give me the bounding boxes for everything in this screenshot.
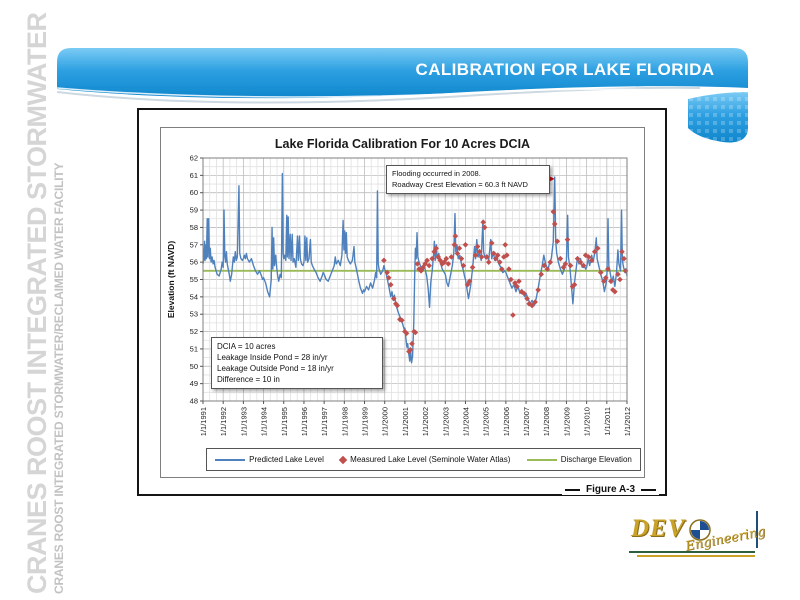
legend-item-predicted: Predicted Lake Level (215, 455, 324, 464)
svg-text:1/1/2007: 1/1/2007 (522, 407, 531, 436)
svg-text:53: 53 (190, 310, 198, 319)
svg-text:1/1/1992: 1/1/1992 (219, 407, 228, 436)
svg-text:1/1/2005: 1/1/2005 (482, 407, 491, 436)
figure-label-dash-left (565, 488, 580, 491)
legend-label-predicted: Predicted Lake Level (249, 455, 324, 464)
svg-text:1/1/1997: 1/1/1997 (320, 407, 329, 436)
legend-label-discharge: Discharge Elevation (560, 455, 632, 464)
figure-label: Figure A-3 (562, 484, 660, 495)
annotation-flooding: Flooding occurred in 2008. Roadway Crest… (386, 165, 550, 194)
annotation-dcia-line1: DCIA = 10 acres (217, 342, 276, 351)
svg-text:1/1/2009: 1/1/2009 (562, 407, 571, 436)
svg-text:50: 50 (190, 362, 198, 371)
svg-text:52: 52 (190, 327, 198, 336)
figure-label-dash-right (641, 488, 657, 491)
figure-label-text: Figure A-3 (586, 484, 636, 495)
annotation-dcia-line4: Difference = 10 in (217, 375, 280, 384)
legend-item-discharge: Discharge Elevation (526, 455, 632, 464)
svg-text:1/1/2002: 1/1/2002 (421, 407, 430, 436)
annotation-flooding-line1: Flooding occurred in 2008. (392, 169, 481, 178)
svg-text:1/1/1991: 1/1/1991 (199, 407, 208, 436)
svg-text:1/1/1995: 1/1/1995 (280, 407, 289, 436)
svg-text:1/1/2011: 1/1/2011 (603, 407, 612, 436)
legend-diamond-sample-red (338, 455, 348, 464)
annotation-dcia: DCIA = 10 acres Leakage Inside Pond = 28… (211, 337, 383, 389)
svg-text:59: 59 (190, 206, 198, 215)
svg-text:Elevation (ft NAVD): Elevation (ft NAVD) (166, 241, 176, 318)
logo-text-dev: DEV (631, 515, 686, 542)
svg-text:1/1/2003: 1/1/2003 (441, 407, 450, 436)
sidebar-watermark-small: CRANES ROOST INTEGRATED STORMWATER/RECLA… (52, 162, 66, 594)
svg-text:48: 48 (190, 397, 198, 406)
header-banner-graphic (56, 48, 761, 143)
svg-text:1/1/2004: 1/1/2004 (461, 407, 470, 436)
svg-text:51: 51 (190, 344, 198, 353)
svg-text:1/1/2000: 1/1/2000 (381, 407, 390, 436)
svg-text:1/1/2008: 1/1/2008 (542, 407, 551, 436)
svg-text:56: 56 (190, 258, 198, 267)
svg-text:55: 55 (190, 275, 198, 284)
svg-text:62: 62 (190, 154, 198, 163)
svg-text:1/1/1993: 1/1/1993 (239, 407, 248, 436)
slide-title: CALIBRATION FOR LAKE FLORIDA (415, 60, 715, 79)
annotation-dcia-line3: Leakage Outside Pond = 18 in/yr (217, 364, 334, 373)
svg-text:54: 54 (190, 292, 198, 301)
legend-line-sample-blue (215, 458, 246, 461)
logo-rule-green (629, 551, 755, 553)
svg-text:58: 58 (190, 223, 198, 232)
banner-wave-line-white (56, 87, 761, 98)
devo-roundel-icon (689, 519, 711, 541)
svg-text:1/1/1999: 1/1/1999 (361, 407, 370, 436)
annotation-dcia-line2: Leakage Inside Pond = 28 in/yr (217, 353, 328, 362)
svg-text:1/1/1996: 1/1/1996 (300, 407, 309, 436)
chart-title: Lake Florida Calibration For 10 Acres DC… (274, 137, 531, 151)
annotation-flooding-line2: Roadway Crest Elevation = 60.3 ft NAVD (392, 179, 528, 189)
banner-band (57, 48, 748, 99)
svg-text:57: 57 (190, 240, 198, 249)
chart-legend: Predicted Lake Level Measured Lake Level… (206, 448, 641, 471)
svg-text:1/1/2012: 1/1/2012 (623, 407, 632, 436)
banner-wave-line-gray (56, 86, 701, 104)
svg-text:1/1/1998: 1/1/1998 (340, 407, 349, 436)
svg-text:1/1/2010: 1/1/2010 (583, 407, 592, 436)
legend-label-measured: Measured Lake Level (Seminole Water Atla… (350, 455, 511, 464)
logo-rule-gold (637, 555, 755, 557)
svg-text:60: 60 (190, 188, 198, 197)
legend-item-measured: Measured Lake Level (Seminole Water Atla… (338, 455, 511, 464)
chart-panel: 48 49 50 51 52 53 54 55 56 57 58 59 60 61 62 1/1/1991 1/… (160, 127, 645, 478)
svg-text:1/1/2006: 1/1/2006 (502, 407, 511, 436)
devo-engineering-logo: DEV Engineering (625, 511, 770, 569)
legend-line-sample-green (526, 458, 557, 461)
svg-text:1/1/1994: 1/1/1994 (260, 407, 269, 436)
svg-text:49: 49 (190, 379, 198, 388)
svg-text:61: 61 (190, 171, 198, 180)
svg-text:1/1/2001: 1/1/2001 (401, 407, 410, 436)
logo-vertical-line (756, 511, 758, 548)
